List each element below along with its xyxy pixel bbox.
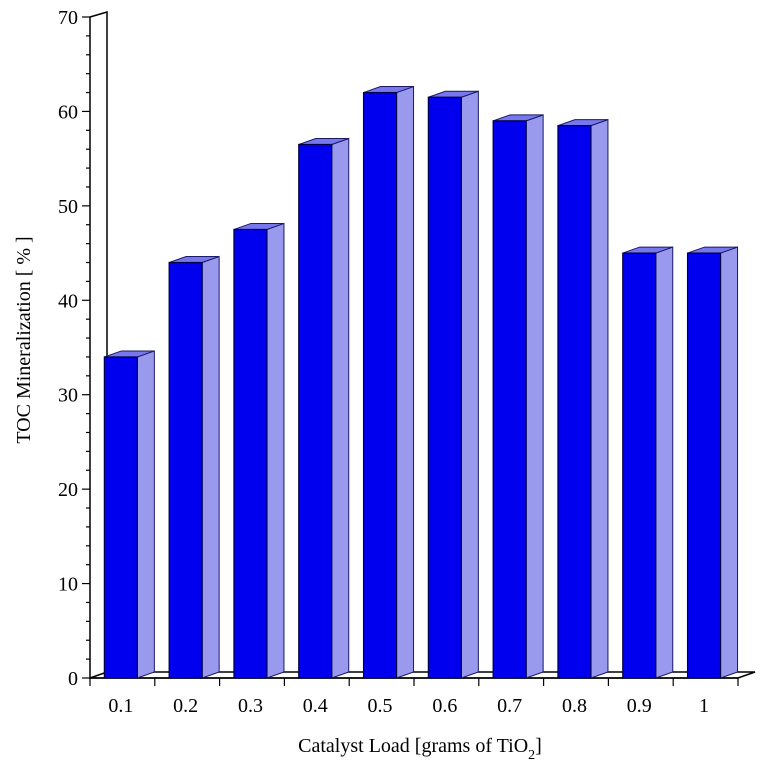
bar-side <box>590 118 609 679</box>
y-axis-title: TOC Mineralization [ % ] <box>13 236 35 443</box>
x-tick-label: 0.2 <box>173 695 198 717</box>
bar <box>103 350 155 679</box>
x-tick-label: 0.4 <box>303 695 328 717</box>
bar-side <box>201 255 220 679</box>
bar <box>298 137 350 679</box>
x-tick-label: 0.9 <box>627 695 652 717</box>
y-tick-label: 40 <box>58 290 78 312</box>
bar-front <box>686 252 722 679</box>
x-tick-label: 0.5 <box>368 695 393 717</box>
x-tick-label: 1 <box>699 695 709 717</box>
y-tick-label: 0 <box>68 668 78 690</box>
bar-front <box>298 143 333 679</box>
y-tick-label: 30 <box>58 385 78 407</box>
bar <box>686 246 739 679</box>
bar <box>362 85 415 679</box>
bar <box>427 90 479 679</box>
bar-front <box>233 228 268 679</box>
y-tick-label: 50 <box>58 196 78 218</box>
x-tick-label: 0.8 <box>562 695 587 717</box>
bar-side <box>720 246 739 679</box>
bar-front <box>168 261 203 679</box>
bar-front <box>492 120 527 679</box>
bar-side <box>396 85 415 679</box>
y-tick-label: 70 <box>58 7 78 29</box>
bar-side <box>460 90 479 679</box>
bar-side <box>655 246 674 679</box>
x-tick-label: 0.3 <box>238 695 263 717</box>
bar <box>168 255 220 679</box>
x-axis: 0.1 0.2 0.3 0.4 0.5 0.6 0.7 0.8 0.9 1 <box>89 678 739 717</box>
bar-series <box>103 85 739 679</box>
bar-front <box>557 124 592 679</box>
x-axis-title-sub: 2 <box>528 748 535 763</box>
bar <box>622 246 674 679</box>
y-tick-label: 10 <box>58 574 78 596</box>
y-tick-label: 20 <box>58 479 78 501</box>
bar-side <box>331 137 350 679</box>
bar-side <box>525 114 544 679</box>
bar <box>233 222 285 679</box>
x-tick-label: 0.1 <box>108 695 133 717</box>
y-axis: 0 10 20 30 40 50 60 70 <box>58 7 90 690</box>
bar-front <box>622 252 657 679</box>
x-axis-title-end: ] <box>535 735 542 757</box>
bar-side <box>266 222 285 679</box>
x-tick-label: 0.6 <box>432 695 457 717</box>
bar <box>557 118 609 679</box>
y-tick-label: 60 <box>58 101 78 123</box>
bar-front <box>362 91 398 679</box>
x-axis-title: Catalyst Load [grams of TiO2] <box>298 735 542 763</box>
x-tick-label: 0.7 <box>497 695 522 717</box>
bar-side <box>136 350 155 679</box>
bar <box>492 114 544 679</box>
x-axis-title-main: Catalyst Load [grams of TiO <box>298 735 528 757</box>
bar-front <box>103 356 138 679</box>
bar-front <box>427 96 462 679</box>
